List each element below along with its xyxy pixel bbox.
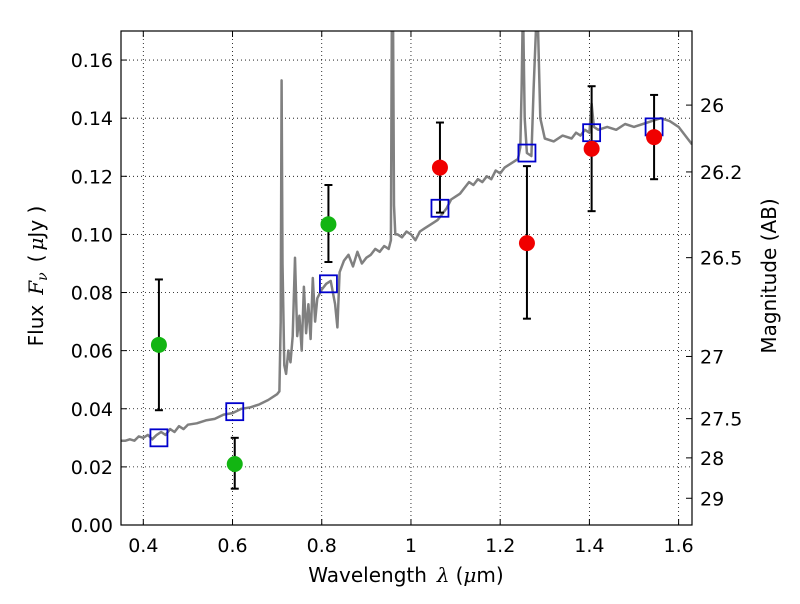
y-tick-label: 0.06: [71, 341, 113, 363]
x-axis-label-symbol: λ: [436, 563, 450, 587]
right-tick-label: 29: [700, 488, 724, 510]
x-axis-ticks: 0.4 0.6 0.8 1 1.2 1.4 1.6: [128, 31, 694, 557]
x-axis-label: Wavelength λ (μm): [308, 563, 503, 587]
right-tick-label: 28: [700, 448, 724, 470]
observed-point-green: [150, 336, 167, 353]
y-axis-label: Flux Fν ( μJy ): [24, 206, 51, 347]
x-tick-label: 0.8: [307, 535, 337, 557]
x-tick-label: 1.2: [485, 535, 515, 557]
observed-point-red: [646, 129, 663, 146]
y-axis-label-prefix: Flux: [24, 305, 48, 347]
right-tick-label: 26: [700, 95, 724, 117]
y-tick-label: 0.00: [71, 515, 113, 537]
errorbars: [154, 85, 659, 490]
y-tick-label: 0.08: [71, 283, 113, 305]
observed-point-red: [431, 159, 448, 176]
y-axis-ticks: 0.00 0.02 0.04 0.06 0.08 0.10 0.12 0.14 0.16: [71, 50, 127, 537]
y-tick-label: 0.14: [71, 108, 113, 130]
observed-point-green: [320, 216, 337, 233]
right-axis-label: Magnitude (AB): [757, 198, 781, 353]
y-axis-label-unit-open: (: [24, 255, 48, 263]
observed-point-red: [518, 235, 535, 252]
x-axis-label-unit-open: (: [456, 563, 464, 587]
grid: [121, 31, 692, 526]
y-tick-label: 0.16: [71, 50, 113, 72]
x-axis-label-unit-mu: μ: [463, 563, 476, 587]
y-tick-label: 0.12: [71, 166, 113, 188]
plot-frame: [120, 30, 693, 526]
x-tick-label: 1.4: [574, 535, 604, 557]
y-tick-label: 0.02: [71, 457, 113, 479]
model-point: [225, 402, 245, 422]
observed-point-red: [583, 140, 600, 157]
observed-point-green: [226, 455, 243, 472]
spectrum-series: [121, 31, 692, 442]
x-tick-label: 0.6: [217, 535, 247, 557]
model-point: [149, 428, 169, 448]
y-axis-label-unit-mu: μ: [24, 238, 48, 251]
model-point: [319, 274, 338, 294]
x-axis-label-unit-rest: m): [476, 563, 503, 587]
right-tick-label: 26.5: [700, 248, 742, 270]
right-tick-label: 26.2: [700, 162, 742, 184]
spectrum-line: [121, 31, 692, 442]
right-tick-label: 27: [700, 346, 724, 368]
y-tick-label: 0.10: [71, 224, 113, 246]
observed-points-series: [150, 129, 663, 472]
x-tick-label: 0.4: [128, 535, 158, 557]
y-tick-label: 0.04: [71, 399, 113, 421]
model-point: [517, 143, 537, 163]
y-axis-label-symbol: F: [24, 280, 48, 296]
x-tick-label: 1: [405, 535, 417, 557]
right-axis-ticks: 26 26.2 26.5 27 27.5 28 29: [686, 95, 742, 510]
right-tick-label: 27.5: [700, 409, 742, 431]
x-tick-label: 1.6: [664, 535, 694, 557]
y-axis-label-unit-rest: Jy ): [24, 206, 48, 240]
y-axis-label-subscript: ν: [35, 272, 51, 281]
model-points-series: [149, 117, 664, 448]
model-point: [430, 198, 450, 218]
x-axis-label-prefix: Wavelength: [308, 563, 427, 587]
